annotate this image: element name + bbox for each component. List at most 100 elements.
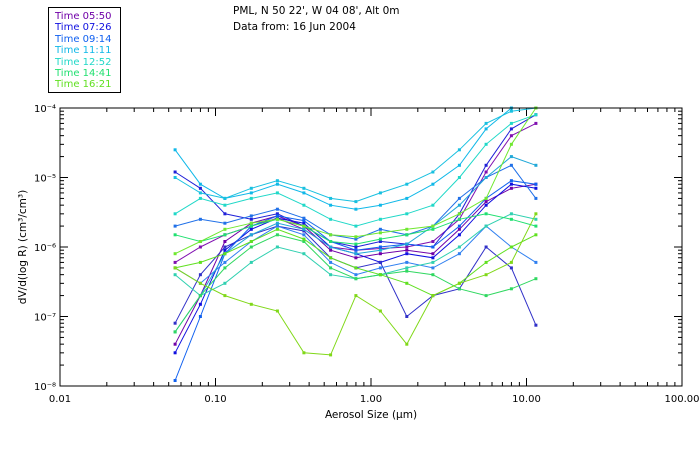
data-point (405, 315, 409, 318)
data-point (354, 235, 358, 239)
y-axis-title: dV/d(log R) (cm³/cm³) (17, 190, 29, 304)
data-point (302, 203, 306, 207)
data-point (484, 170, 488, 174)
data-point (275, 191, 279, 195)
data-point (457, 217, 461, 221)
legend-item: Time 12:52 (55, 56, 112, 68)
data-point (405, 242, 409, 246)
data-point (484, 212, 488, 216)
data-point (354, 248, 358, 252)
data-point (275, 214, 279, 218)
data-point (198, 302, 202, 306)
data-point (431, 224, 435, 228)
data-point (223, 260, 227, 264)
data-point (275, 224, 279, 228)
x-tick-label: 0.10 (204, 394, 226, 405)
data-point (405, 281, 409, 285)
data-point (329, 273, 333, 277)
data-point (509, 163, 513, 167)
data-point (509, 212, 513, 216)
data-point (431, 273, 435, 277)
data-point (354, 207, 358, 211)
data-point (431, 170, 435, 174)
data-point (198, 186, 202, 190)
data-point (431, 245, 435, 249)
data-point (249, 302, 253, 306)
data-point (173, 379, 177, 382)
data-point (173, 273, 177, 277)
data-point (198, 245, 202, 249)
data-point (509, 179, 513, 183)
data-point (173, 252, 177, 256)
data-point (329, 266, 333, 270)
data-point (431, 203, 435, 207)
data-point (302, 224, 306, 228)
x-tick-label: 10.00 (512, 394, 541, 405)
data-point (198, 260, 202, 264)
data-point (354, 256, 358, 260)
data-point (405, 248, 409, 252)
legend-item: Time 07:26 (55, 22, 112, 34)
data-point (509, 127, 513, 131)
data-point (484, 121, 488, 125)
data-point (275, 227, 279, 231)
data-point (534, 224, 538, 228)
data-point (223, 248, 227, 252)
data-point (329, 260, 333, 264)
data-point (354, 252, 358, 256)
data-point (534, 260, 538, 264)
data-point (302, 237, 306, 241)
data-point (249, 233, 253, 237)
data-point (173, 266, 177, 270)
data-point (484, 127, 488, 131)
data-point (457, 176, 461, 179)
data-point (329, 248, 333, 252)
data-point (431, 260, 435, 264)
data-point (223, 212, 227, 216)
data-point (302, 227, 306, 231)
data-point (457, 245, 461, 249)
data-point (484, 142, 488, 146)
legend-item: Time 14:41 (55, 67, 112, 79)
legend-item: Time 16:21 (55, 79, 112, 91)
data-point (378, 248, 382, 252)
data-point (484, 200, 488, 204)
data-point (378, 266, 382, 270)
data-point (509, 217, 513, 221)
data-point (509, 186, 513, 190)
y-tick-label: 10⁻⁸ (34, 382, 56, 393)
data-point (534, 113, 538, 117)
data-point (509, 134, 513, 138)
data-point (457, 196, 461, 200)
data-point (198, 191, 202, 195)
data-point (223, 266, 227, 270)
data-point (354, 266, 358, 270)
series-line (174, 213, 537, 356)
data-point (223, 240, 227, 243)
data-point (329, 353, 333, 357)
data-point (302, 191, 306, 195)
data-point (173, 148, 177, 152)
data-point (249, 260, 253, 264)
data-point (509, 155, 513, 159)
data-point (302, 221, 306, 225)
data-point (249, 191, 253, 195)
data-point (405, 227, 409, 231)
data-point (275, 233, 279, 237)
x-axis-title: Aerosol Size (μm) (325, 409, 417, 421)
data-point (405, 196, 409, 200)
series-line (174, 122, 537, 263)
data-point (509, 121, 513, 125)
data-point (223, 221, 227, 225)
data-point (534, 121, 538, 125)
data-point (484, 260, 488, 264)
data-point (275, 217, 279, 221)
data-point (405, 182, 409, 186)
data-point (457, 203, 461, 207)
data-point (329, 196, 333, 200)
data-point (509, 260, 513, 264)
data-point (275, 309, 279, 313)
data-point (354, 200, 358, 204)
data-point (509, 266, 513, 270)
y-tick-label: 10⁻⁶ (34, 243, 56, 254)
